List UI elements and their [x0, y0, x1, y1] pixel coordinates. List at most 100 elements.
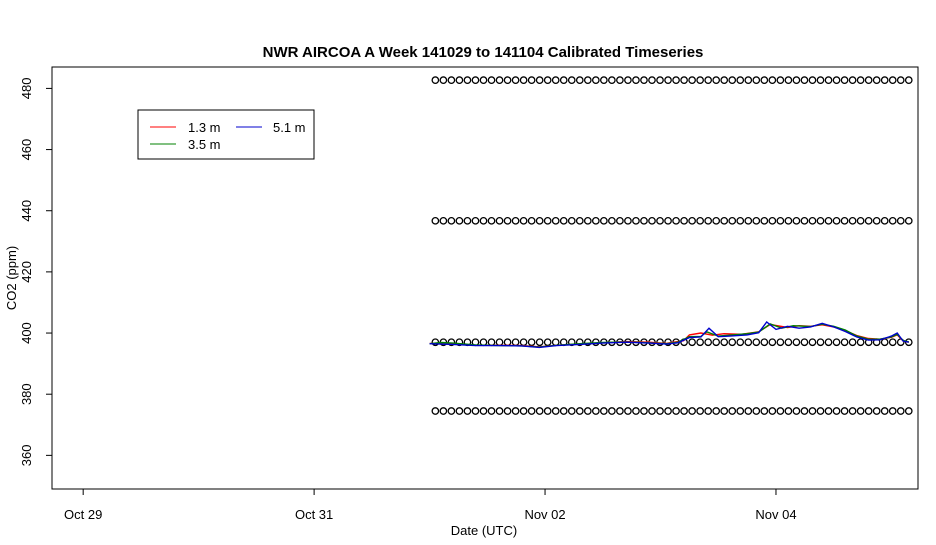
data-point-marker — [728, 338, 737, 347]
data-point-marker — [495, 407, 504, 415]
data-point-marker — [591, 407, 600, 415]
data-point-marker — [896, 407, 905, 415]
data-point-marker — [864, 76, 873, 84]
data-point-marker — [752, 338, 761, 347]
data-point-marker — [447, 407, 456, 415]
data-point-marker — [800, 216, 809, 225]
data-point-marker — [479, 216, 488, 225]
data-point-marker — [704, 76, 713, 84]
data-point-marker — [856, 407, 865, 415]
x-tick-label: Nov 04 — [755, 507, 796, 522]
data-point-marker — [567, 407, 576, 415]
data-point-marker — [600, 216, 608, 225]
data-point-marker — [872, 407, 881, 415]
data-point-marker — [463, 216, 472, 225]
data-point-marker — [808, 407, 817, 415]
data-point-marker — [616, 407, 624, 415]
marker-series — [431, 76, 913, 415]
data-point-marker — [888, 407, 897, 415]
data-point-marker — [567, 216, 576, 225]
data-point-marker — [904, 407, 913, 415]
data-point-marker — [591, 216, 600, 225]
data-point-marker — [712, 216, 721, 225]
data-point-marker — [720, 338, 729, 347]
y-tick-label: 480 — [19, 78, 34, 100]
data-point-marker — [832, 338, 841, 347]
data-point-marker — [856, 76, 865, 84]
y-tick-label: 420 — [19, 261, 34, 283]
data-point-marker — [856, 216, 865, 225]
data-point-marker — [447, 216, 456, 225]
data-point-marker — [575, 338, 584, 347]
data-point-marker — [640, 76, 648, 84]
data-point-marker — [672, 216, 680, 225]
data-point-marker — [575, 407, 584, 415]
data-point-marker — [808, 216, 817, 225]
data-point-marker — [535, 216, 544, 225]
data-point-marker — [600, 76, 608, 84]
data-point-marker — [616, 76, 624, 84]
x-tick-label: Oct 29 — [64, 507, 102, 522]
data-point-marker — [888, 76, 897, 84]
data-point-marker — [680, 216, 688, 225]
data-point-marker — [688, 76, 696, 84]
data-point-marker — [840, 407, 849, 415]
legend-label-1: 1.3 m — [188, 120, 221, 135]
data-point-marker — [728, 76, 737, 84]
data-point-marker — [455, 76, 464, 84]
data-point-marker — [816, 338, 825, 347]
data-point-marker — [455, 407, 464, 415]
data-point-marker — [664, 76, 672, 84]
data-point-marker — [495, 76, 504, 84]
x-axis-label: Date (UTC) — [451, 523, 517, 538]
data-point-marker — [848, 407, 857, 415]
data-point-marker — [624, 407, 632, 415]
data-point-marker — [487, 76, 496, 84]
data-point-marker — [559, 407, 568, 415]
data-point-marker — [832, 76, 841, 84]
data-point-marker — [792, 407, 801, 415]
data-point-marker — [736, 338, 745, 347]
data-point-marker — [784, 407, 793, 415]
data-point-marker — [744, 76, 753, 84]
data-point-marker — [608, 76, 616, 84]
data-point-marker — [439, 216, 448, 225]
data-point-marker — [736, 216, 745, 225]
data-point-marker — [583, 76, 592, 84]
data-point-marker — [784, 338, 793, 347]
data-point-marker — [535, 407, 544, 415]
data-point-marker — [431, 407, 440, 415]
data-point-marker — [583, 338, 592, 347]
data-point-marker — [816, 407, 825, 415]
data-point-marker — [471, 76, 480, 84]
data-point-marker — [463, 76, 472, 84]
data-point-marker — [664, 216, 672, 225]
series-line-3 — [429, 321, 909, 349]
y-axis-label: CO2 (ppm) — [4, 246, 19, 310]
data-point-marker — [527, 407, 536, 415]
data-point-marker — [439, 407, 448, 415]
data-point-marker — [840, 76, 849, 84]
data-point-marker — [776, 407, 785, 415]
data-point-marker — [736, 407, 745, 415]
data-point-marker — [800, 407, 809, 415]
data-point-marker — [535, 76, 544, 84]
data-point-marker — [904, 216, 913, 225]
data-point-marker — [848, 338, 857, 347]
data-point-marker — [712, 407, 721, 415]
data-point-marker — [551, 216, 560, 225]
data-point-marker — [696, 407, 704, 415]
data-point-marker — [704, 216, 713, 225]
data-point-marker — [864, 216, 873, 225]
data-point-marker — [583, 407, 592, 415]
data-point-marker — [624, 76, 632, 84]
data-point-marker — [752, 407, 761, 415]
data-point-marker — [696, 216, 704, 225]
data-point-marker — [688, 216, 696, 225]
data-point-marker — [688, 407, 696, 415]
data-point-marker — [479, 407, 488, 415]
data-point-marker — [656, 216, 664, 225]
data-point-marker — [776, 76, 785, 84]
data-point-marker — [840, 338, 849, 347]
